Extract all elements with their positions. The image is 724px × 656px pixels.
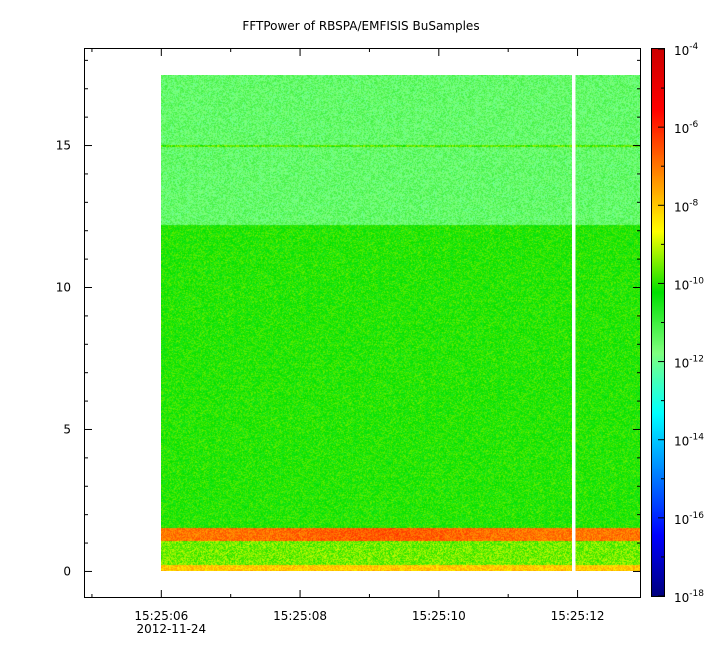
colorbar-tick-label: 10-16 <box>674 511 704 527</box>
colorbar-tick-label: 10-12 <box>674 355 704 371</box>
y-tick-label: 0 <box>63 564 71 578</box>
plot-border <box>84 48 641 598</box>
y-tick-label: 10 <box>56 281 71 295</box>
y-tick-label: 15 <box>56 139 71 153</box>
colorbar-tick-label: 10-18 <box>674 589 704 605</box>
x-tick-label: 15:25:12 <box>551 609 605 623</box>
chart-title: FFTPower of RBSPA/EMFISIS BuSamples <box>242 19 479 33</box>
colorbar-tick-label: 10-8 <box>674 198 699 214</box>
x-tick-label: 15:25:10 <box>412 609 466 623</box>
x-tick-label: 15:25:08 <box>273 609 327 623</box>
x-axis: 15:25:06 15:25:08 15:25:10 15:25:12 <box>91 49 605 623</box>
colorbar-gradient <box>652 49 664 596</box>
data-gap <box>572 75 576 571</box>
colorbar-tick-label: 10-4 <box>674 42 699 58</box>
spectrogram-heatmap <box>161 75 640 571</box>
colorbar-tick-label: 10-14 <box>674 433 704 449</box>
colorbar-tick-label: 10-6 <box>674 120 699 136</box>
y-axis: 0 5 10 15 <box>56 59 640 578</box>
x-tick-label: 15:25:06 <box>134 609 188 623</box>
x-date-label: 2012-11-24 <box>136 622 206 636</box>
colorbar-tick-label: 10-10 <box>674 276 704 292</box>
y-tick-label: 5 <box>63 422 71 436</box>
colorbar-axis: 10-18 10-16 10-14 10-12 10-10 10-8 10-6 10-4 <box>658 42 704 605</box>
